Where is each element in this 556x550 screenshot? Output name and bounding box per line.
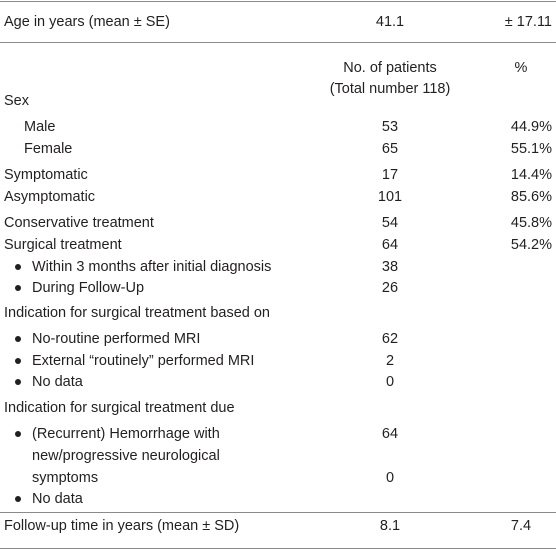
row-pct: 45.8% [510, 215, 552, 231]
row-label: Within 3 months after initial diagnosis [32, 259, 272, 275]
row-pct: 44.9% [510, 119, 552, 135]
summary-se: ± 17.11 [504, 14, 552, 30]
bullet [15, 264, 21, 270]
row-n: 53 [381, 119, 399, 135]
row-n: 62 [381, 331, 399, 347]
row-pct: 55.1% [510, 141, 552, 157]
header-patients: (Total number 118) [329, 81, 451, 97]
row-n: 0 [385, 374, 395, 390]
rule [0, 1, 556, 2]
row-label: No-routine performed MRI [32, 331, 201, 347]
row-label: During Follow-Up [32, 280, 145, 296]
bullet [15, 285, 21, 291]
row-n: 38 [381, 259, 399, 275]
row-label: Conservative treatment [4, 215, 154, 231]
row-label: Indication for surgical treatment based … [4, 305, 270, 321]
row-n: 0 [385, 470, 395, 486]
row-label: Indication for surgical treatment due [4, 400, 235, 416]
row-pct: 14.4% [510, 167, 552, 183]
row-label: No data [32, 491, 83, 507]
row-n: 65 [381, 141, 399, 157]
row-label: new/progressive neurological [32, 448, 220, 464]
row-label: Asymptomatic [4, 189, 96, 205]
summary-mean: 41.1 [375, 14, 405, 30]
row-label: No data [32, 374, 83, 390]
row-n: 26 [381, 280, 399, 296]
summary-label: Age in years (mean ± SE) [4, 14, 170, 30]
row-label: Surgical treatment [4, 237, 122, 253]
row-label: External “routinely” performed MRI [32, 353, 255, 369]
row-pct: 85.6% [510, 189, 552, 205]
rule [0, 512, 556, 513]
footer-sd: 7.4 [510, 518, 532, 534]
row-n: 101 [377, 189, 403, 205]
footer-mean: 8.1 [379, 518, 401, 534]
header-patients: No. of patients [343, 60, 437, 76]
footer-label: Follow-up time in years (mean ± SD) [4, 518, 240, 534]
row-label: Sex [4, 93, 29, 109]
header-percent: % [514, 60, 528, 76]
row-n: 2 [385, 353, 395, 369]
rule [0, 42, 556, 43]
row-label: (Recurrent) Hemorrhage with [32, 426, 220, 442]
row-n: 64 [381, 426, 399, 442]
row-n: 17 [381, 167, 399, 183]
rule [0, 548, 556, 549]
row-pct: 54.2% [510, 237, 552, 253]
bullet [15, 336, 21, 342]
row-label: Female [24, 141, 73, 157]
bullet [15, 431, 21, 437]
row-label: Male [24, 119, 56, 135]
bullet [15, 496, 21, 502]
row-label: symptoms [32, 470, 99, 486]
bullet [15, 358, 21, 364]
row-n: 54 [381, 215, 399, 231]
bullet [15, 379, 21, 385]
row-label: Symptomatic [4, 167, 88, 183]
row-n: 64 [381, 237, 399, 253]
